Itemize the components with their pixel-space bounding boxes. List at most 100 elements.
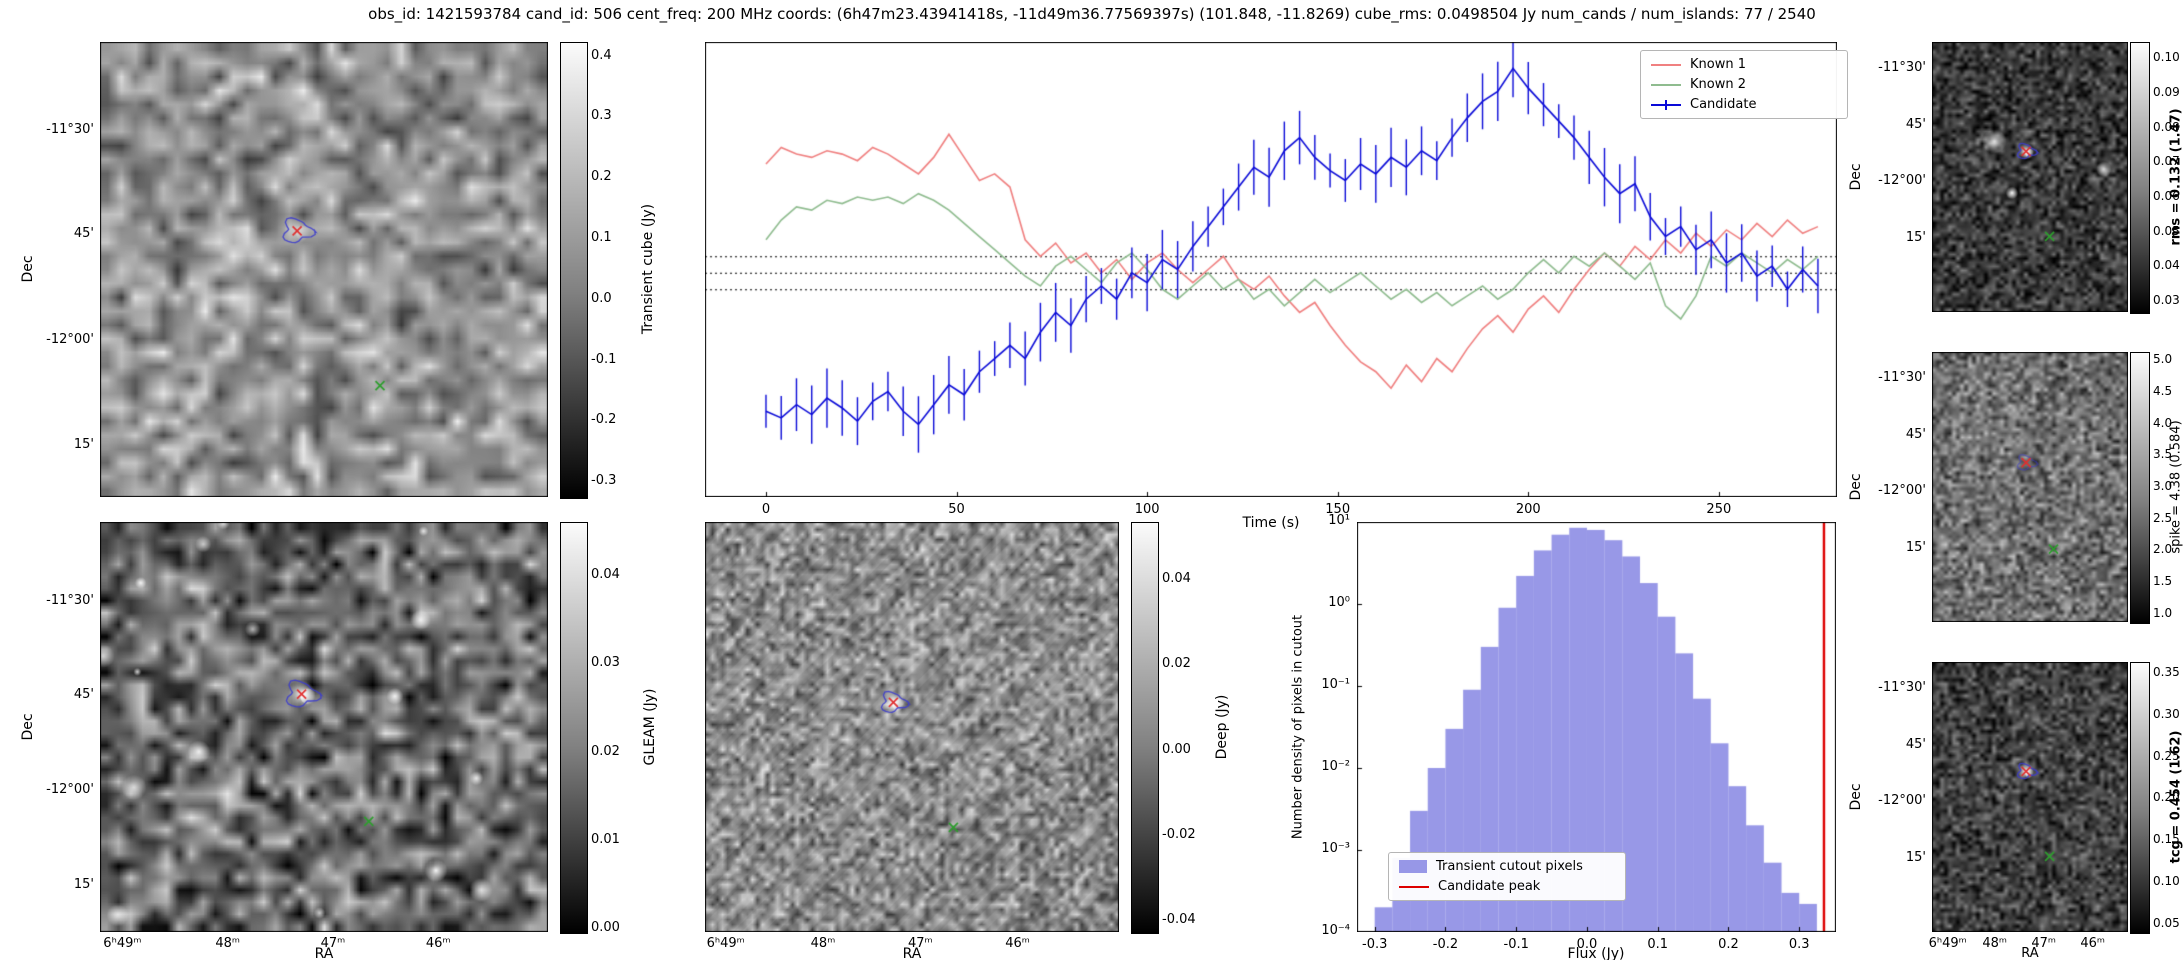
known1-line-sample [1651, 63, 1681, 66]
histogram-xtick: 0.3 [1788, 937, 1810, 952]
dec-tick: -11°30' [1878, 60, 1926, 75]
ra-tick: 47ᵐ [320, 936, 346, 951]
lightcurve-xlabel: Time (s) [1242, 515, 1300, 531]
spike-colorbar-tick: 4.5 [2153, 383, 2173, 398]
ra-tick: 48ᵐ [1982, 936, 2008, 951]
dec-tick: -11°30' [46, 592, 94, 608]
tcg-colorbar-tick: 0.15 [2153, 832, 2180, 847]
gleam-canvas [100, 522, 548, 932]
ra-tick: 48ᵐ [215, 936, 240, 951]
ra-tick: 6ʰ49ᵐ [1928, 936, 1967, 951]
rms-colorbar-tick: 0.07 [2153, 154, 2180, 169]
dec-axis-label: Dec [20, 255, 36, 283]
histogram-xtick: 0.1 [1647, 937, 1669, 952]
spike-colorbar-tick: 1.0 [2153, 605, 2173, 620]
transient-colorbar-label: Transient cube (Jy) [640, 203, 656, 335]
legend-label: Candidate peak [1438, 879, 1541, 894]
dec-tick: 15' [1905, 850, 1926, 866]
lightcurve-xtick: 50 [948, 502, 965, 517]
candidate-peak-line-sample [1399, 885, 1429, 888]
gleam-colorbar-tick: 0.02 [591, 743, 620, 759]
histogram-ytick: 10⁻³ [1321, 841, 1350, 856]
histogram-ytick: 10⁻² [1321, 759, 1350, 774]
dec-axis-label: Dec [1848, 783, 1864, 811]
gleam-panel [100, 522, 548, 932]
deep-colorbar-tick: 0.02 [1162, 656, 1191, 672]
lightcurve-xtick: 200 [1515, 502, 1541, 517]
transient-cube-panel [100, 42, 548, 497]
ra-tick: 46ᵐ [2080, 936, 2106, 951]
rms-colorbar-tick: 0.03 [2153, 293, 2180, 308]
tcg-canvas [1932, 662, 2128, 932]
legend-label: Known 2 [1690, 77, 1746, 92]
transient-colorbar [560, 42, 588, 499]
cutout-pixels-swatch [1399, 860, 1427, 873]
transient-colorbar-tick: -0.1 [591, 351, 617, 367]
dec-tick: -11°30' [46, 121, 94, 137]
legend-label: Known 1 [1690, 57, 1746, 72]
candidate-line-sample [1651, 99, 1681, 110]
histogram-legend: Transient cutout pixels Candidate peak [1388, 852, 1626, 901]
dec-tick: -12°00' [46, 782, 94, 798]
tcg-colorbar-tick: 0.35 [2153, 664, 2180, 679]
histogram-xlabel: Flux (Jy) [1567, 946, 1625, 960]
lightcurve-xtick: 100 [1134, 502, 1160, 517]
ra-tick: 47ᵐ [907, 936, 933, 951]
dec-axis-label: Dec [1848, 473, 1864, 501]
rms-canvas [1932, 42, 2128, 312]
dec-tick: 45' [73, 687, 94, 703]
histogram-ytick: 10⁻¹ [1321, 677, 1350, 692]
deep-canvas [705, 522, 1119, 932]
deep-colorbar-label: Deep (Jy) [1214, 694, 1230, 760]
ra-axis-label: RA [314, 946, 334, 960]
ra-axis-label: RA [2021, 946, 2039, 960]
histogram-ytick: 10¹ [1328, 513, 1350, 528]
dec-tick: 45' [73, 226, 94, 242]
candidate-errorbar-sample [1665, 99, 1667, 110]
dec-tick: 15' [1905, 540, 1926, 556]
tcg-colorbar-tick: 0.05 [2153, 915, 2180, 930]
rms-colorbar-tick: 0.04 [2153, 258, 2180, 273]
known2-line-sample [1651, 83, 1681, 86]
spike-colorbar-tick: 5.0 [2153, 352, 2173, 367]
deep-colorbar-tick: 0.00 [1162, 741, 1191, 757]
dec-tick: -12°00' [1878, 483, 1926, 499]
legend-entry-known1: Known 1 [1651, 57, 1837, 72]
histogram-ytick: 10⁻⁴ [1321, 923, 1350, 938]
dec-tick: 45' [1905, 426, 1926, 442]
legend-entry-candidate: Candidate [1651, 97, 1837, 112]
dec-tick: 15' [1905, 230, 1926, 246]
spike-colorbar-tick: 4.0 [2153, 415, 2173, 430]
transient-colorbar-tick: 0.0 [591, 290, 612, 306]
legend-label: Candidate [1690, 97, 1757, 112]
rms-panel [1932, 42, 2128, 312]
histogram-ytick: 10⁰ [1328, 595, 1350, 610]
histogram-ylabel: Number density of pixels in cutout [1290, 614, 1306, 840]
spike-panel [1932, 352, 2128, 622]
dec-axis-label: Dec [20, 713, 36, 741]
transient-colorbar-tick: 0.3 [591, 108, 612, 124]
lightcurve-legend: Known 1 Known 2 Candidate [1640, 50, 1848, 119]
dec-tick: 15' [73, 877, 94, 893]
transient-colorbar-tick: -0.2 [591, 412, 617, 428]
tcg-colorbar-tick: 0.30 [2153, 706, 2180, 721]
transient-colorbar-tick: 0.4 [591, 47, 612, 63]
rms-colorbar-tick: 0.09 [2153, 84, 2180, 99]
histogram-xtick: -0.1 [1503, 937, 1529, 952]
lightcurve-xtick: 0 [761, 502, 771, 517]
ra-tick: 46ᵐ [1005, 936, 1030, 951]
spike-colorbar-tick: 1.5 [2153, 574, 2173, 589]
dec-tick: -12°00' [46, 331, 94, 347]
transient-colorbar-tick: 0.2 [591, 169, 612, 185]
deep-colorbar [1131, 522, 1159, 934]
histogram-xtick: 0.0 [1576, 937, 1598, 952]
ra-tick: 6ʰ49ᵐ [706, 936, 745, 951]
transient-cube-canvas [100, 42, 548, 497]
deep-panel [705, 522, 1119, 932]
tcg-panel [1932, 662, 2128, 932]
ra-tick: 47ᵐ [2031, 936, 2057, 951]
ra-tick: 46ᵐ [425, 936, 451, 951]
legend-entry-candidate-peak: Candidate peak [1399, 879, 1615, 894]
spike-colorbar-tick: 3.5 [2153, 447, 2173, 462]
rms-colorbar-tick: 0.05 [2153, 223, 2180, 238]
